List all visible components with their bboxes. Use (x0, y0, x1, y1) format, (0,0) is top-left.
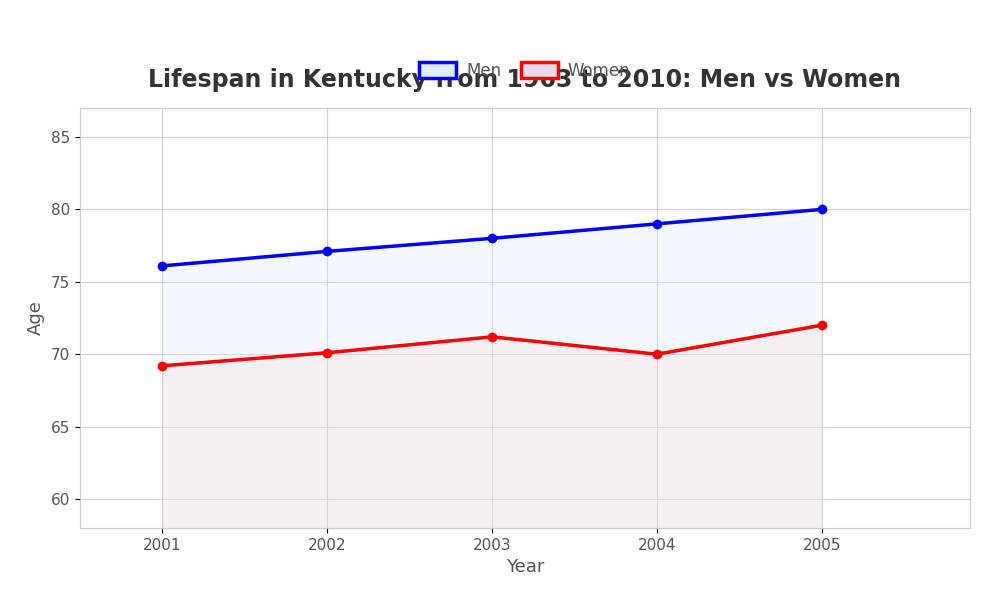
Y-axis label: Age: Age (27, 301, 45, 335)
Title: Lifespan in Kentucky from 1963 to 2010: Men vs Women: Lifespan in Kentucky from 1963 to 2010: … (148, 68, 902, 92)
Legend: Men, Women: Men, Women (419, 62, 631, 80)
X-axis label: Year: Year (506, 558, 544, 576)
